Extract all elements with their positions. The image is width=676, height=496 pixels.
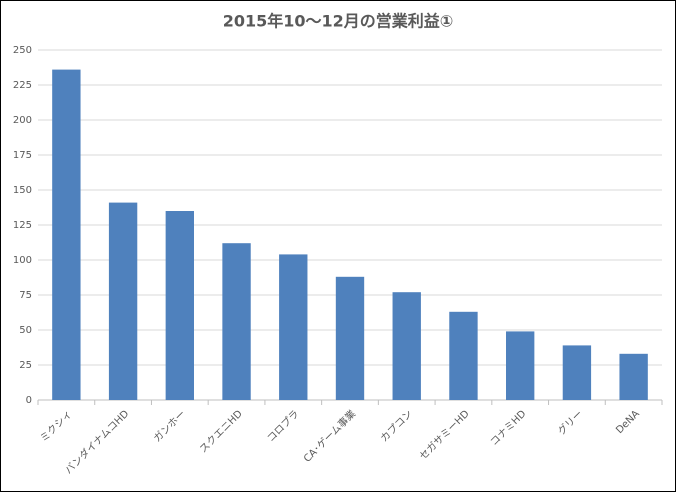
y-tick-label: 200: [13, 115, 32, 126]
y-tick-label: 150: [13, 185, 32, 196]
bar: [392, 292, 421, 400]
y-tick-label: 125: [13, 220, 32, 231]
bar: [52, 69, 81, 400]
y-tick-label: 0: [26, 395, 32, 406]
bar: [222, 243, 251, 400]
bar: [108, 202, 138, 400]
bar: [165, 211, 194, 400]
bar: [449, 311, 478, 400]
y-tick-label: 25: [19, 360, 32, 371]
bar: [619, 353, 648, 400]
y-tick-label: 225: [13, 80, 32, 91]
bar: [279, 254, 308, 400]
y-tick-label: 50: [19, 325, 32, 336]
y-tick-label: 75: [19, 290, 32, 301]
chart-title: 2015年10～12月の営業利益①: [223, 12, 454, 31]
y-tick-label: 250: [13, 45, 32, 56]
y-tick-label: 100: [13, 255, 32, 266]
y-tick-label: 175: [13, 150, 32, 161]
bar: [506, 331, 535, 400]
bar: [335, 276, 365, 400]
bar: [562, 345, 592, 400]
